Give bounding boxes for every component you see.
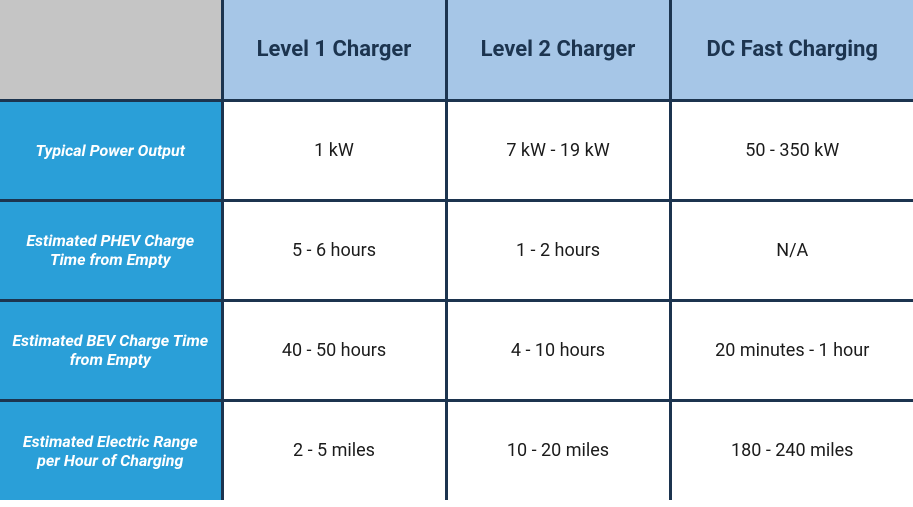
- header-row: Level 1 Charger Level 2 Charger DC Fast …: [0, 0, 913, 100]
- cell-phev-level2: 1 - 2 hours: [446, 200, 670, 300]
- cell-power-level2: 7 kW - 19 kW: [446, 100, 670, 200]
- row-header-bev-time: Estimated BEV Charge Time from Empty: [0, 300, 222, 400]
- table-row: Estimated PHEV Charge Time from Empty 5 …: [0, 200, 913, 300]
- ev-charging-comparison-table: Level 1 Charger Level 2 Charger DC Fast …: [0, 0, 913, 500]
- table-row: Typical Power Output 1 kW 7 kW - 19 kW 5…: [0, 100, 913, 200]
- col-header-level2: Level 2 Charger: [446, 0, 670, 100]
- cell-bev-level1: 40 - 50 hours: [222, 300, 446, 400]
- table-row: Estimated BEV Charge Time from Empty 40 …: [0, 300, 913, 400]
- cell-bev-level2: 4 - 10 hours: [446, 300, 670, 400]
- cell-range-level1: 2 - 5 miles: [222, 400, 446, 500]
- row-header-phev-time: Estimated PHEV Charge Time from Empty: [0, 200, 222, 300]
- row-header-range-per-hour: Estimated Electric Range per Hour of Cha…: [0, 400, 222, 500]
- col-header-level1: Level 1 Charger: [222, 0, 446, 100]
- cell-power-level1: 1 kW: [222, 100, 446, 200]
- cell-phev-level1: 5 - 6 hours: [222, 200, 446, 300]
- cell-range-dcfast: 180 - 240 miles: [670, 400, 913, 500]
- cell-bev-dcfast: 20 minutes - 1 hour: [670, 300, 913, 400]
- cell-phev-dcfast: N/A: [670, 200, 913, 300]
- row-header-power-output: Typical Power Output: [0, 100, 222, 200]
- corner-cell: [0, 0, 222, 100]
- col-header-dcfast: DC Fast Charging: [670, 0, 913, 100]
- cell-range-level2: 10 - 20 miles: [446, 400, 670, 500]
- cell-power-dcfast: 50 - 350 kW: [670, 100, 913, 200]
- table-row: Estimated Electric Range per Hour of Cha…: [0, 400, 913, 500]
